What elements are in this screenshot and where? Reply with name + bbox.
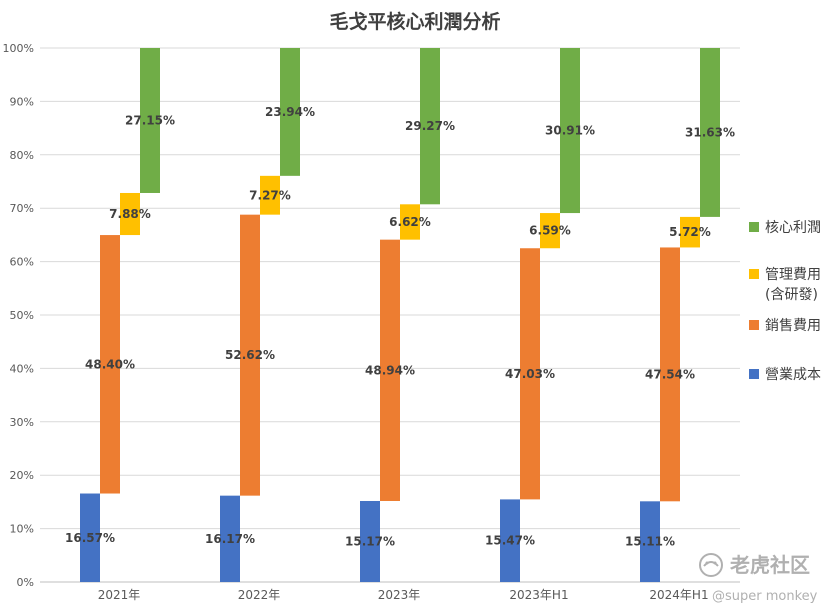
data-label: 30.91%	[545, 124, 595, 138]
data-label: 5.72%	[669, 225, 711, 239]
watermark-brand: 老虎社区	[730, 553, 810, 577]
bar-2	[660, 247, 680, 502]
watermark-handle: @super monkey	[712, 589, 818, 604]
legend-label: 管理費用	[765, 267, 821, 283]
data-label: 6.59%	[529, 224, 571, 238]
data-label: 6.62%	[389, 215, 431, 229]
bar-3	[680, 216, 700, 248]
legend-label: 核心利潤	[765, 220, 821, 236]
data-label: 48.40%	[85, 357, 135, 371]
bar-3	[400, 204, 420, 240]
x-tick-label: 2021年	[98, 588, 141, 602]
data-label: 15.17%	[345, 534, 395, 548]
data-label: 16.17%	[205, 532, 255, 546]
y-tick-label: 10%	[10, 523, 34, 536]
y-tick-label: 40%	[10, 362, 34, 375]
x-tick-label: 2022年	[238, 588, 281, 602]
bar-2	[380, 239, 400, 501]
data-label: 16.57%	[65, 531, 115, 545]
watermark: 老虎社区 @super monkey	[699, 553, 818, 604]
x-tick-label: 2023年	[378, 588, 421, 602]
y-tick-label: 50%	[10, 309, 34, 322]
data-label: 7.27%	[249, 188, 291, 202]
bar-1	[640, 501, 660, 582]
bar-4	[140, 48, 160, 193]
x-tick-label: 2024年H1	[649, 588, 708, 602]
legend-swatch	[749, 320, 759, 330]
y-tick-label: 70%	[10, 202, 34, 215]
x-tick-label: 2023年H1	[509, 588, 568, 602]
bar-4	[700, 48, 720, 217]
legend-swatch	[749, 222, 759, 232]
bar-1	[220, 495, 240, 582]
y-axis: 0% 10% 20% 30% 40% 50% 60% 70% 80% 90% 100%	[3, 42, 34, 589]
bar-3	[260, 175, 280, 215]
bar-4	[420, 48, 440, 205]
legend-label: 銷售費用	[765, 318, 821, 334]
bar-2	[100, 235, 120, 494]
y-tick-label: 0%	[17, 576, 34, 589]
bar-3	[120, 192, 140, 236]
data-label: 52.62%	[225, 348, 275, 362]
data-label: 15.47%	[485, 534, 535, 548]
bars	[80, 48, 720, 582]
y-tick-label: 20%	[10, 469, 34, 482]
bar-1	[360, 500, 380, 582]
data-label: 7.88%	[109, 207, 151, 221]
legend-swatch	[749, 269, 759, 279]
data-label: 31.63%	[685, 125, 735, 139]
legend-label: (含研發)	[765, 287, 818, 303]
data-label: 29.27%	[405, 119, 455, 133]
bar-1	[80, 493, 100, 582]
data-label: 27.15%	[125, 113, 175, 127]
bar-2	[520, 248, 540, 500]
data-labels: 16.57% 48.40% 7.88% 27.15% 16.17% 52.62% 7.27%…	[65, 105, 735, 549]
y-tick-label: 60%	[10, 256, 34, 269]
data-label: 23.94%	[265, 105, 315, 119]
bar-4	[560, 48, 580, 214]
y-tick-label: 30%	[10, 416, 34, 429]
tiger-icon	[699, 553, 723, 577]
data-label: 15.11%	[625, 535, 675, 549]
bar-1	[500, 499, 520, 582]
data-label: 48.94%	[365, 363, 415, 377]
data-label: 47.03%	[505, 367, 555, 381]
chart-title: 毛戈平核心利潤分析	[329, 10, 500, 33]
legend-swatch	[749, 369, 759, 379]
y-tick-label: 100%	[3, 42, 34, 55]
data-label: 47.54%	[645, 367, 695, 381]
bar-3	[540, 213, 560, 249]
y-tick-label: 80%	[10, 149, 34, 162]
y-tick-label: 90%	[10, 95, 34, 108]
legend-label: 營業成本	[765, 367, 821, 383]
x-axis: 2021年 2022年 2023年 2023年H1 2024年H1	[98, 588, 709, 602]
bar-4	[280, 48, 300, 176]
bar-2	[240, 214, 260, 496]
